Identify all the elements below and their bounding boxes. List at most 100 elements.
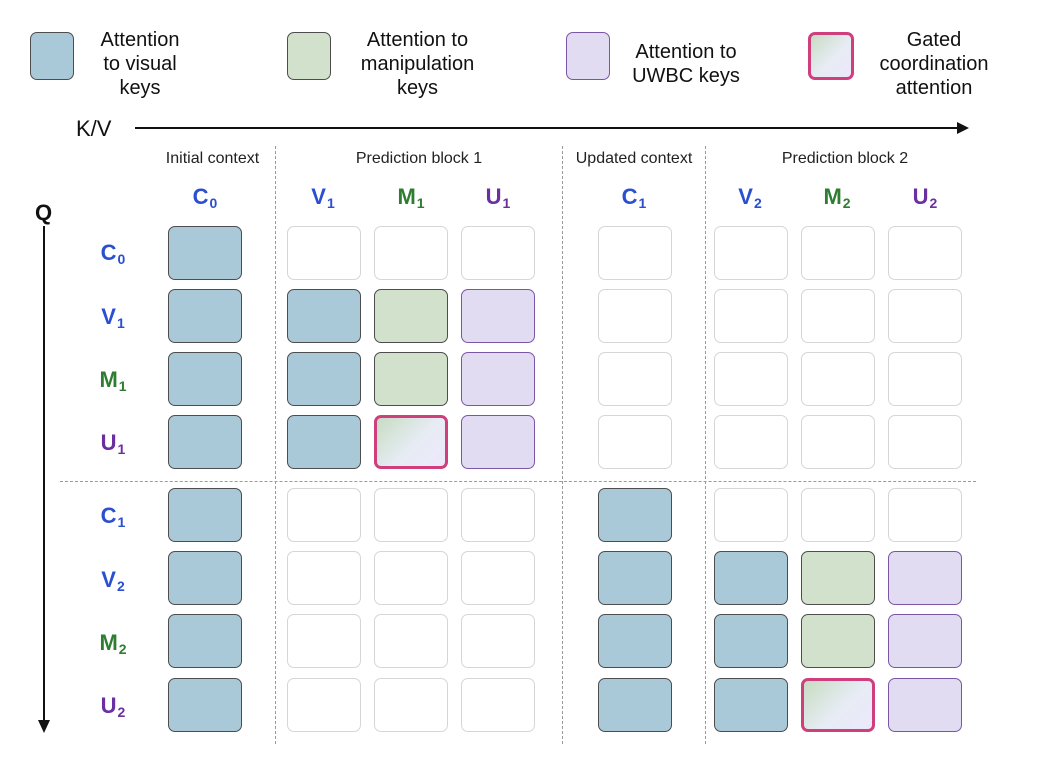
- attention-cell-empty: [714, 488, 788, 542]
- attention-cell-empty: [287, 678, 361, 732]
- group-label-prediction-block-2: Prediction block 2: [781, 150, 909, 167]
- legend-label-line: Attention to: [635, 41, 737, 63]
- legend-label-line: keys: [396, 77, 439, 99]
- attention-cell-visual: [287, 352, 361, 406]
- column-header: V2: [725, 184, 775, 211]
- legend-swatch-gated: [808, 32, 854, 80]
- attention-cell-manip: [374, 352, 448, 406]
- row-header: V2: [88, 567, 138, 594]
- attention-cell-empty: [888, 289, 962, 343]
- legend-label-visual: Attention to visual keys: [75, 28, 205, 100]
- row-header: V1: [88, 304, 138, 331]
- kv-axis-label: K/V: [76, 116, 112, 141]
- attention-cell-manip: [801, 551, 875, 605]
- token-letter: V: [311, 184, 326, 209]
- attention-cell-empty: [801, 415, 875, 469]
- token-letter: M: [397, 184, 416, 209]
- column-header: V1: [298, 184, 348, 211]
- attention-cell-empty: [888, 488, 962, 542]
- attention-cell-empty: [374, 226, 448, 280]
- q-axis-arrow: [38, 226, 50, 733]
- row-header: C1: [88, 503, 138, 530]
- token-letter: C: [621, 184, 638, 209]
- attention-cell-empty: [287, 551, 361, 605]
- token-letter: C: [192, 184, 209, 209]
- attention-cell-visual: [168, 352, 242, 406]
- attention-cell-visual: [168, 678, 242, 732]
- legend-label-manip: Attention to manipulation keys: [345, 28, 490, 100]
- kv-axis-arrow: [135, 122, 969, 134]
- group-label-initial-context: Initial context: [165, 150, 260, 167]
- attention-cell-empty: [714, 289, 788, 343]
- separator-horizontal: [60, 481, 976, 482]
- attention-cell-empty: [598, 352, 672, 406]
- group-label-updated-context: Updated context: [575, 150, 693, 167]
- token-letter: M: [823, 184, 842, 209]
- row-header: U1: [88, 430, 138, 457]
- legend-label-uwbc: Attention to UWBC keys: [616, 40, 756, 88]
- token-subscript: 2: [753, 195, 762, 211]
- legend-label-gated: Gated coordination attention: [868, 28, 1000, 100]
- attention-cell-visual: [598, 488, 672, 542]
- column-header: M1: [386, 184, 436, 211]
- legend-label-line: Attention: [100, 29, 180, 51]
- attention-cell-visual: [287, 289, 361, 343]
- legend-label-line: manipulation: [360, 53, 475, 75]
- column-header: U1: [473, 184, 523, 211]
- legend-swatch-uwbc: [566, 32, 610, 80]
- legend-label-line: attention: [895, 77, 973, 99]
- token-subscript: 1: [326, 195, 335, 211]
- legend-swatch-visual: [30, 32, 74, 80]
- attention-cell-empty: [374, 488, 448, 542]
- legend-label-line: to visual: [103, 53, 177, 75]
- row-header: C0: [88, 240, 138, 267]
- attention-cell-empty: [714, 415, 788, 469]
- token-letter: M: [99, 630, 118, 655]
- attention-cell-empty: [714, 226, 788, 280]
- attention-cell-empty: [714, 352, 788, 406]
- attention-cell-empty: [374, 614, 448, 668]
- legend-label-line: coordination: [879, 53, 989, 75]
- token-letter: M: [99, 367, 118, 392]
- attention-cell-uwbc: [461, 289, 535, 343]
- legend-swatch-manip: [287, 32, 331, 80]
- row-header: M2: [88, 630, 138, 657]
- token-subscript: 1: [416, 195, 425, 211]
- token-letter: V: [101, 304, 116, 329]
- attention-cell-empty: [801, 488, 875, 542]
- attention-cell-empty: [287, 488, 361, 542]
- token-subscript: 1: [116, 315, 125, 331]
- attention-cell-empty: [287, 614, 361, 668]
- attention-cell-uwbc: [888, 551, 962, 605]
- column-header: M2: [812, 184, 862, 211]
- attention-cell-visual: [168, 226, 242, 280]
- attention-cell-empty: [461, 551, 535, 605]
- token-subscript: 0: [117, 251, 126, 267]
- attention-cell-empty: [461, 678, 535, 732]
- token-letter: V: [101, 567, 116, 592]
- separator-vertical: [562, 146, 563, 744]
- token-subscript: 1: [502, 195, 511, 211]
- row-header: M1: [88, 367, 138, 394]
- token-subscript: 1: [117, 441, 126, 457]
- token-letter: U: [485, 184, 502, 209]
- column-header: C0: [180, 184, 230, 211]
- attention-cell-empty: [801, 352, 875, 406]
- attention-cell-visual: [714, 614, 788, 668]
- attention-cell-visual: [598, 614, 672, 668]
- token-subscript: 2: [118, 641, 127, 657]
- attention-cell-uwbc: [461, 415, 535, 469]
- token-subscript: 2: [117, 704, 126, 720]
- attention-cell-visual: [598, 551, 672, 605]
- token-letter: U: [100, 430, 117, 455]
- attention-cell-gated: [801, 678, 875, 732]
- separator-vertical: [705, 146, 706, 744]
- attention-cell-visual: [168, 551, 242, 605]
- attention-cell-empty: [598, 289, 672, 343]
- token-subscript: 1: [638, 195, 647, 211]
- attention-cell-visual: [168, 289, 242, 343]
- attention-cell-empty: [461, 488, 535, 542]
- token-subscript: 2: [116, 578, 125, 594]
- separator-vertical: [275, 146, 276, 744]
- row-header: U2: [88, 693, 138, 720]
